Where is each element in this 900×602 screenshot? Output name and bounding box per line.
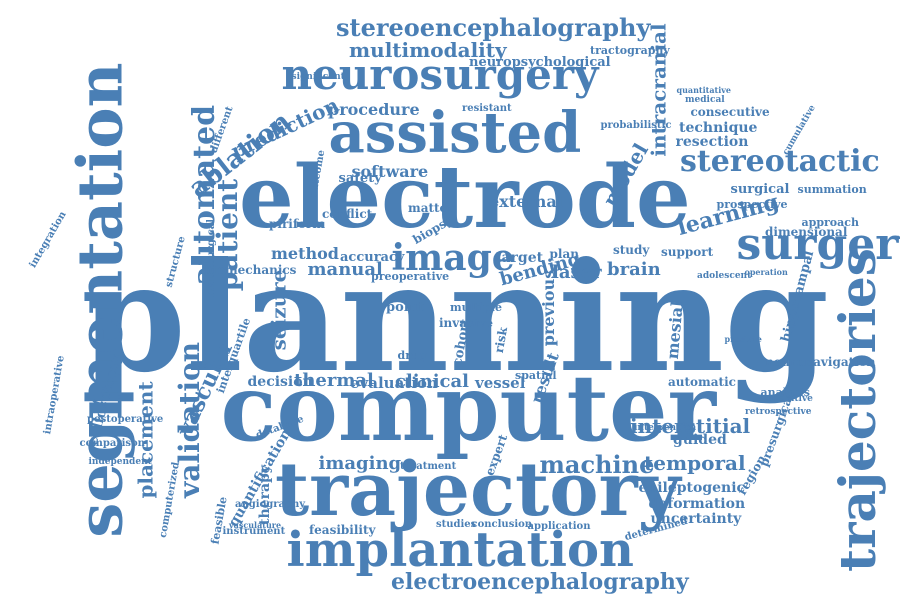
word-drug: drug (397, 348, 427, 362)
word-summation: summation (797, 182, 867, 196)
word-adolescent: adolescent (697, 270, 752, 281)
word-neuronavigation: neuronavigation (765, 355, 876, 369)
word-piriform: piriform (269, 217, 326, 231)
word-resection: resection (675, 134, 749, 150)
word-assisted: assisted (328, 100, 582, 166)
word-point: point (386, 299, 425, 315)
word-analysis: analysis (760, 385, 810, 399)
word-significant: significant (291, 71, 345, 82)
word-brain: brain (607, 259, 661, 280)
word-resistant: resistant (462, 103, 512, 114)
word-stereoencephalography: stereoencephalography (336, 13, 651, 42)
word-instrument: instrument (222, 526, 286, 537)
word-laser: laser (552, 262, 602, 283)
word-approach: approach (801, 215, 859, 229)
word-surgical: surgical (730, 181, 790, 197)
word-planning: planning (81, 230, 830, 406)
word-image: image (391, 237, 515, 279)
word-retrospective: retrospective (745, 406, 812, 417)
word-neuropsychological: neuropsychological (469, 54, 611, 70)
word-angiography: angiography (235, 499, 306, 510)
word-thermal: thermal (294, 370, 374, 391)
word-interstitial: interstitial (630, 414, 751, 438)
word-matter: matter (408, 201, 454, 215)
word-target: target (495, 250, 544, 266)
word-stereotactic: stereotactic (680, 144, 880, 179)
word-independent: independent (88, 456, 152, 467)
word-safety: safety (338, 170, 382, 186)
word-multimodality: multimodality (349, 38, 507, 62)
word-spatial: spatial (515, 368, 557, 382)
word-accuracy: accuracy (340, 249, 405, 265)
word-manual: manual (307, 259, 383, 280)
word-surgery: surgery (736, 219, 900, 270)
word-vessel: vessel (475, 373, 526, 392)
word-intervention: intervention (634, 422, 697, 433)
word-computerized: computerized (157, 461, 182, 539)
word-seizure: seizure (265, 269, 290, 351)
word-trajectories: trajectories (827, 248, 887, 572)
word-tractography: tractography (590, 43, 670, 57)
word-software: software (351, 162, 429, 181)
word-invasive: invasive (439, 316, 493, 330)
word-therapy: therapy (256, 465, 273, 525)
word-neurosurgical: neurosurgical (206, 218, 218, 298)
word-clinical: clinical (395, 371, 470, 392)
word-mesial: mesial (662, 299, 687, 360)
word-biomechanics: biomechanics (204, 263, 297, 277)
word-studies: studies (436, 519, 477, 530)
word-procedure: procedure (328, 100, 420, 119)
word-comparison: comparison (79, 438, 145, 449)
word-consecutive: consecutive (690, 105, 770, 119)
word-automatic: automatic (668, 375, 736, 389)
word-implantation: implantation (286, 522, 634, 578)
word-computer: computer (220, 354, 716, 462)
word-dimensional: dimensional (765, 225, 848, 239)
word-trajectory: trajectory (275, 447, 681, 533)
word-electroencephalography: electroencephalography (391, 569, 689, 595)
word-epileptogenic: epileptogenic (638, 480, 746, 496)
word-electrode: electrode (239, 147, 691, 248)
word-neurosurgery: neurosurgery (281, 50, 599, 99)
word-plan: plan (549, 247, 579, 261)
word-decision: decision (247, 374, 313, 390)
word-feasibility: feasibility (309, 523, 376, 537)
word-vasculature: vasculature (229, 520, 282, 530)
word-postoperative: postoperative (87, 414, 164, 425)
word-integration: integration (27, 209, 69, 270)
word-evaluation: evaluation (350, 373, 438, 392)
word-imaging: imaging (318, 453, 402, 474)
word-conclusion: conclusion (471, 519, 533, 530)
word-probabilistic: probabilistic (600, 120, 672, 131)
word-temporal: temporal (644, 451, 746, 475)
word-deformation: deformation (648, 496, 746, 512)
word-generative: generative (759, 393, 813, 404)
word-technique: technique (679, 120, 758, 136)
word-guided: guided (673, 432, 727, 448)
word-multiple: multiple (450, 300, 502, 314)
word-previous: previous (539, 269, 559, 347)
word-medical: medical (685, 94, 725, 105)
word-support: support (661, 245, 714, 259)
word-application: application (527, 521, 591, 532)
word-prospective: prospective (716, 197, 788, 211)
word-uncertainty: uncertainty (650, 511, 742, 527)
word-conflict: conflict (322, 207, 373, 221)
word-preoperative: preoperative (371, 269, 450, 283)
word-study: study (613, 243, 650, 257)
word-operation: operation (744, 267, 788, 277)
word-external: external (489, 192, 563, 211)
word-quantitative: quantitative (676, 85, 732, 95)
word-treatment: treatment (400, 461, 457, 472)
word-method: method (271, 244, 339, 263)
word-machine: machine (539, 450, 655, 479)
word-prostate: prostate (724, 334, 762, 344)
